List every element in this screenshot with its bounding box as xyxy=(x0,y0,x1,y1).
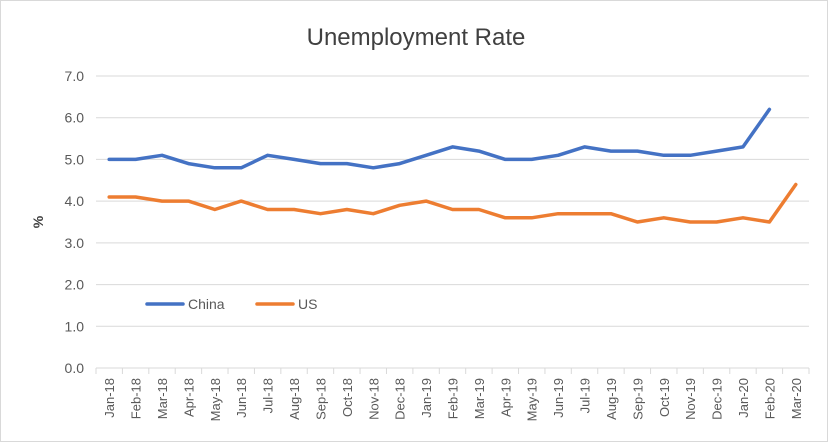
chart-title: Unemployment Rate xyxy=(307,24,526,51)
x-tick-label: Oct-18 xyxy=(340,378,355,417)
legend-label-china: China xyxy=(188,296,225,312)
y-tick-label: 0.0 xyxy=(65,360,85,376)
y-axis-label: % xyxy=(30,215,46,228)
y-tick-label: 1.0 xyxy=(65,318,85,334)
x-tick-label: Jul-18 xyxy=(261,378,276,413)
x-tick-label: Jan-20 xyxy=(736,378,751,418)
x-tick-label: Oct-19 xyxy=(657,378,672,417)
x-tick-label: Nov-19 xyxy=(683,378,698,420)
grid-layer xyxy=(95,75,810,374)
x-tick-label: Dec-19 xyxy=(710,378,725,420)
x-tick-label: Jun-18 xyxy=(234,378,249,418)
y-tick-labels: 0.0 1.0 2.0 3.0 4.0 5.0 6.0 7.0 xyxy=(65,68,85,376)
x-tick-label: Aug-19 xyxy=(604,378,619,420)
y-tick-label: 7.0 xyxy=(65,68,85,84)
y-tick-label: 6.0 xyxy=(65,110,85,126)
y-tick-label: 2.0 xyxy=(65,277,85,293)
y-tick-label: 3.0 xyxy=(65,235,85,251)
x-tick-label: Nov-18 xyxy=(366,378,381,420)
x-tick-label: Feb-18 xyxy=(129,378,144,419)
x-tick-label: Mar-18 xyxy=(155,378,170,419)
x-tick-label: May-19 xyxy=(525,378,540,421)
legend-label-us: US xyxy=(298,296,317,312)
y-tick-label: 5.0 xyxy=(65,151,85,167)
x-tick-label: Apr-19 xyxy=(498,378,513,417)
series-line-us xyxy=(107,182,798,224)
x-tick-label: Sep-19 xyxy=(630,378,645,420)
x-tick-label: Mar-19 xyxy=(472,378,487,419)
x-tick-label: Jan-19 xyxy=(419,378,434,418)
series-line-china xyxy=(107,107,772,170)
x-tick-label: May-18 xyxy=(208,378,223,421)
legend: China US xyxy=(145,296,317,312)
x-tick-label: Mar-20 xyxy=(789,378,804,419)
x-tick-label: Jun-19 xyxy=(551,378,566,418)
series-layer xyxy=(107,107,798,224)
x-tick-label: Dec-18 xyxy=(393,378,408,420)
x-tick-label: Feb-20 xyxy=(762,378,777,419)
y-tick-label: 4.0 xyxy=(65,193,85,209)
x-tick-label: Jul-19 xyxy=(578,378,593,413)
x-tick-label: Aug-18 xyxy=(287,378,302,420)
x-tick-label: Feb-19 xyxy=(446,378,461,419)
x-tick-label: Sep-18 xyxy=(313,378,328,420)
x-tick-label: Jan-18 xyxy=(102,378,117,418)
x-tick-label: Apr-18 xyxy=(181,378,196,417)
x-tick-labels: Jan-18 Feb-18 Mar-18 Apr-18 May-18 Jun-18 Jul-… xyxy=(102,378,804,421)
